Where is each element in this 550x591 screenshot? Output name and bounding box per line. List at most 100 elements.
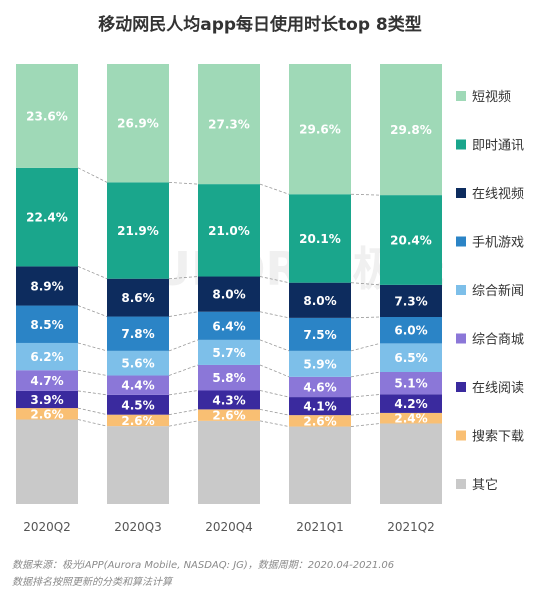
bar-segment (107, 182, 169, 279)
bar-segment (107, 375, 169, 395)
connector-line (350, 193, 381, 196)
bar-segment (380, 195, 442, 285)
bar-segment (198, 409, 260, 421)
bar-segment (289, 194, 351, 283)
connector-line (259, 390, 290, 398)
bar-segment (198, 184, 260, 277)
connector-line (259, 420, 290, 427)
data-label: 8.9% (30, 279, 63, 293)
connector-line (350, 343, 381, 352)
legend-swatch (456, 91, 466, 101)
data-label: 7.8% (121, 327, 154, 341)
bar-segment (198, 364, 260, 391)
legend-label: 搜索下载 (472, 430, 524, 445)
bar-segment (107, 278, 169, 317)
legend-label: 短视频 (472, 90, 511, 105)
bar-segment (16, 266, 78, 306)
legend-label: 其它 (472, 477, 498, 493)
data-label: 8.0% (212, 288, 245, 302)
connector-line (77, 369, 108, 376)
data-label: 5.9% (303, 357, 336, 371)
legend-swatch (456, 236, 466, 247)
connector-line (350, 394, 381, 398)
data-label: 5.7% (212, 346, 245, 360)
connector-line (350, 316, 381, 319)
data-label: 4.7% (30, 374, 63, 388)
bar-segment (289, 282, 351, 318)
connector-line (77, 419, 108, 427)
connector-line (259, 339, 290, 352)
data-label: 3.9% (30, 393, 63, 407)
data-label: 6.2% (30, 350, 63, 364)
bar-segment (289, 397, 351, 416)
data-label: 2.6% (303, 414, 336, 428)
bar-segment (107, 350, 169, 376)
bar-segment (380, 372, 442, 395)
x-tick-label: 2020Q3 (114, 520, 162, 534)
connector-line (168, 390, 199, 396)
legend-label: 在线视频 (472, 187, 524, 202)
connector-line (77, 407, 108, 416)
data-labels: 2.6%3.9%4.7%6.2%8.5%8.9%22.4%23.6%2.6%4.… (26, 109, 432, 428)
connector-line (168, 409, 199, 416)
bar-segment (107, 394, 169, 415)
bar-segment (380, 423, 442, 504)
x-tick-label: 2020Q2 (23, 520, 71, 534)
data-label: 20.1% (299, 232, 341, 246)
data-label: 21.0% (208, 224, 250, 238)
bar-segment (107, 426, 169, 504)
bar-segment (289, 426, 351, 504)
data-label: 5.8% (212, 371, 245, 385)
bar-segment (289, 376, 351, 398)
legend-swatch (456, 333, 466, 344)
legend-label: 综合商城 (472, 333, 524, 348)
data-label: 21.9% (117, 224, 159, 238)
bar-segment (380, 317, 442, 344)
connector-line (168, 339, 199, 352)
x-tick-label: 2020Q4 (205, 520, 253, 534)
data-label: 4.4% (121, 379, 154, 393)
data-label: 22.4% (26, 211, 68, 225)
legend-label: 综合新闻 (472, 283, 524, 299)
data-label: 4.6% (303, 380, 336, 394)
x-axis-ticks: 2020Q2 2020Q3 2020Q4 2021Q1 2021Q2 (23, 520, 435, 534)
legend-swatch (456, 382, 466, 392)
data-label: 8.6% (121, 291, 154, 305)
bar-segment (107, 64, 169, 183)
bar-segment (198, 390, 260, 410)
bar-segment (16, 370, 78, 391)
data-label: 5.1% (394, 377, 427, 391)
connector-line (77, 167, 108, 183)
bar-segment (107, 414, 169, 427)
legend-swatch (456, 285, 466, 295)
bar-segment (198, 64, 260, 185)
bar-segment (380, 64, 442, 196)
connector-line (168, 420, 199, 427)
bar-segment (289, 350, 351, 377)
connector-line (77, 390, 108, 396)
data-label: 2.6% (30, 407, 63, 421)
data-label: 23.6% (26, 109, 68, 123)
bar-segment (380, 394, 442, 413)
bar-segment (198, 311, 260, 340)
legend-swatch (456, 139, 466, 150)
bar-segment (16, 305, 78, 343)
bar-segment (198, 276, 260, 312)
bar-segment (107, 316, 169, 351)
legend-label: 手机游戏 (472, 236, 524, 251)
data-label: 7.5% (303, 328, 336, 342)
bar-segment (289, 415, 351, 427)
connector-line (259, 364, 290, 378)
data-label: 27.3% (208, 118, 250, 132)
bar-segment (380, 412, 442, 424)
data-label: 4.5% (121, 398, 154, 412)
bar-segment (16, 167, 78, 267)
bar-segment (16, 342, 78, 371)
data-label: 5.6% (121, 357, 154, 371)
bar-segment (198, 339, 260, 365)
data-label: 4.2% (394, 397, 427, 411)
bar-segment (16, 64, 78, 168)
connector-line (350, 423, 381, 427)
data-label: 20.4% (390, 234, 432, 248)
